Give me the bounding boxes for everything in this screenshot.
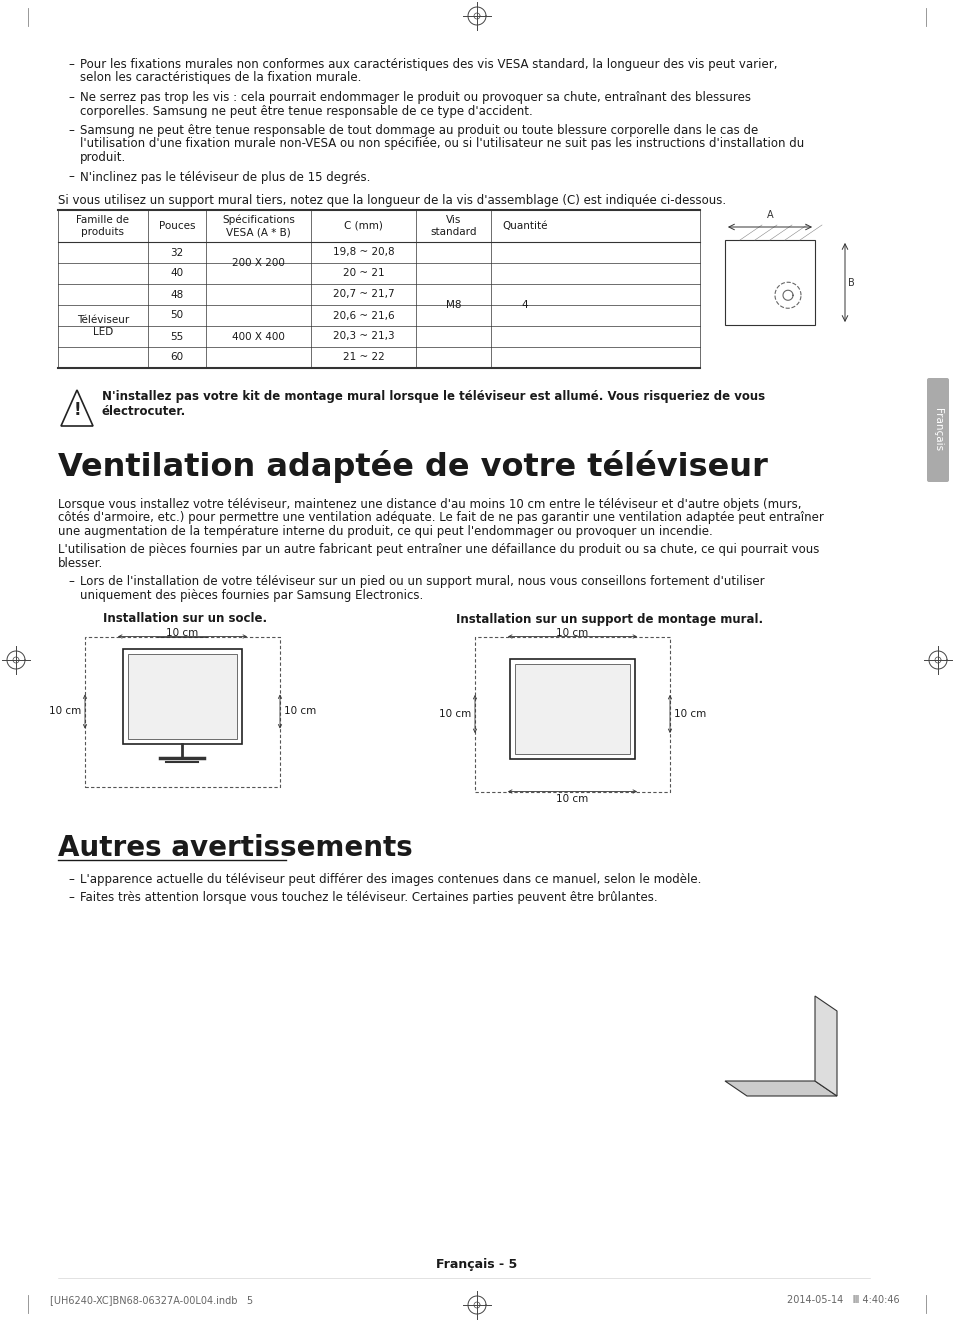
Text: –: – bbox=[68, 91, 73, 104]
Text: 10 cm: 10 cm bbox=[673, 709, 705, 719]
Text: M8: M8 bbox=[445, 300, 460, 310]
Text: Lorsque vous installez votre téléviseur, maintenez une distance d'au moins 10 cm: Lorsque vous installez votre téléviseur,… bbox=[58, 498, 801, 511]
Text: Quantité: Quantité bbox=[501, 221, 547, 231]
Text: !: ! bbox=[73, 400, 81, 419]
Text: [UH6240-XC]BN68-06327A-00L04.indb   5: [UH6240-XC]BN68-06327A-00L04.indb 5 bbox=[50, 1295, 253, 1305]
Text: 10 cm: 10 cm bbox=[49, 707, 81, 716]
Text: 10 cm: 10 cm bbox=[438, 709, 471, 719]
Text: Vis
standard: Vis standard bbox=[430, 215, 476, 236]
Text: Faites très attention lorsque vous touchez le téléviseur. Certaines parties peuv: Faites très attention lorsque vous touch… bbox=[80, 892, 657, 905]
Text: Ne serrez pas trop les vis : cela pourrait endommager le produit ou provoquer sa: Ne serrez pas trop les vis : cela pourra… bbox=[80, 91, 750, 104]
Text: 50: 50 bbox=[171, 310, 183, 321]
Text: 10 cm: 10 cm bbox=[284, 707, 315, 716]
Text: –: – bbox=[68, 170, 73, 184]
Text: N'inclinez pas le téléviseur de plus de 15 degrés.: N'inclinez pas le téléviseur de plus de … bbox=[80, 170, 370, 184]
Polygon shape bbox=[724, 1081, 836, 1096]
Text: Français: Français bbox=[932, 408, 942, 452]
Bar bbox=[128, 654, 236, 738]
Text: –: – bbox=[68, 873, 73, 886]
Text: 32: 32 bbox=[171, 247, 183, 258]
Text: C (mm): C (mm) bbox=[344, 221, 382, 231]
Text: L'utilisation de pièces fournies par un autre fabricant peut entraîner une défai: L'utilisation de pièces fournies par un … bbox=[58, 543, 819, 556]
Text: Français - 5: Français - 5 bbox=[436, 1258, 517, 1271]
Bar bbox=[510, 658, 635, 758]
Text: Pouces: Pouces bbox=[158, 221, 195, 231]
Text: 10 cm: 10 cm bbox=[166, 629, 198, 638]
Text: Spécifications
VESA (A * B): Spécifications VESA (A * B) bbox=[222, 215, 294, 236]
Text: 2014-05-14   Ⅲ 4:40:46: 2014-05-14 Ⅲ 4:40:46 bbox=[786, 1295, 899, 1305]
Text: Samsung ne peut être tenue responsable de tout dommage au produit ou toute bless: Samsung ne peut être tenue responsable d… bbox=[80, 124, 758, 137]
Text: 48: 48 bbox=[171, 289, 183, 300]
Text: Ventilation adaptée de votre téléviseur: Ventilation adaptée de votre téléviseur bbox=[58, 450, 767, 483]
Text: 40: 40 bbox=[171, 268, 183, 279]
Text: côtés d'armoire, etc.) pour permettre une ventilation adéquate. Le fait de ne pa: côtés d'armoire, etc.) pour permettre un… bbox=[58, 511, 823, 524]
Text: –: – bbox=[68, 124, 73, 137]
Text: 20,6 ~ 21,6: 20,6 ~ 21,6 bbox=[333, 310, 394, 321]
Bar bbox=[724, 240, 814, 325]
Text: B: B bbox=[847, 277, 854, 288]
Text: 19,8 ~ 20,8: 19,8 ~ 20,8 bbox=[333, 247, 394, 258]
Text: 10 cm: 10 cm bbox=[556, 629, 588, 638]
Text: 21 ~ 22: 21 ~ 22 bbox=[342, 353, 384, 362]
Text: Pour les fixations murales non conformes aux caractéristiques des vis VESA stand: Pour les fixations murales non conformes… bbox=[80, 58, 777, 71]
Bar bbox=[85, 637, 280, 786]
Text: 400 X 400: 400 X 400 bbox=[232, 332, 285, 342]
Text: corporelles. Samsung ne peut être tenue responsable de ce type d'accident.: corporelles. Samsung ne peut être tenue … bbox=[80, 104, 532, 118]
Text: 10 cm: 10 cm bbox=[556, 794, 588, 803]
Text: –: – bbox=[68, 892, 73, 905]
Text: Installation sur un socle.: Installation sur un socle. bbox=[103, 613, 267, 626]
Text: une augmentation de la température interne du produit, ce qui peut l'endommager : une augmentation de la température inter… bbox=[58, 524, 712, 538]
Text: –: – bbox=[68, 576, 73, 588]
Text: blesser.: blesser. bbox=[58, 557, 103, 569]
Text: Téléviseur
LED: Téléviseur LED bbox=[77, 316, 129, 337]
Text: L'apparence actuelle du téléviseur peut différer des images contenues dans ce ma: L'apparence actuelle du téléviseur peut … bbox=[80, 873, 700, 886]
Text: l'utilisation d'une fixation murale non-VESA ou non spécifiée, ou si l'utilisate: l'utilisation d'une fixation murale non-… bbox=[80, 137, 803, 151]
Text: 20 ~ 21: 20 ~ 21 bbox=[342, 268, 384, 279]
Text: Lors de l'installation de votre téléviseur sur un pied ou un support mural, nous: Lors de l'installation de votre télévise… bbox=[80, 576, 763, 588]
Text: uniquement des pièces fournies par Samsung Electronics.: uniquement des pièces fournies par Samsu… bbox=[80, 589, 423, 602]
Bar bbox=[123, 649, 242, 744]
Bar bbox=[475, 637, 669, 791]
Text: 20,3 ~ 21,3: 20,3 ~ 21,3 bbox=[333, 332, 394, 342]
Bar bbox=[515, 663, 629, 753]
Text: 60: 60 bbox=[171, 353, 183, 362]
Polygon shape bbox=[814, 996, 836, 1096]
Text: –: – bbox=[68, 58, 73, 71]
FancyBboxPatch shape bbox=[926, 378, 948, 482]
Text: N'installez pas votre kit de montage mural lorsque le téléviseur est allumé. Vou: N'installez pas votre kit de montage mur… bbox=[102, 390, 764, 417]
Text: 200 X 200: 200 X 200 bbox=[232, 258, 285, 268]
Text: 20,7 ~ 21,7: 20,7 ~ 21,7 bbox=[333, 289, 394, 300]
Text: selon les caractéristiques de la fixation murale.: selon les caractéristiques de la fixatio… bbox=[80, 71, 361, 85]
Text: 4: 4 bbox=[521, 300, 528, 310]
Text: A: A bbox=[766, 210, 773, 221]
Text: Installation sur un support de montage mural.: Installation sur un support de montage m… bbox=[456, 613, 762, 626]
Text: 55: 55 bbox=[171, 332, 183, 342]
Text: Si vous utilisez un support mural tiers, notez que la longueur de la vis d'assem: Si vous utilisez un support mural tiers,… bbox=[58, 194, 725, 207]
Text: Famille de
produits: Famille de produits bbox=[76, 215, 130, 236]
Text: produit.: produit. bbox=[80, 151, 126, 164]
Text: Autres avertissements: Autres avertissements bbox=[58, 834, 413, 861]
